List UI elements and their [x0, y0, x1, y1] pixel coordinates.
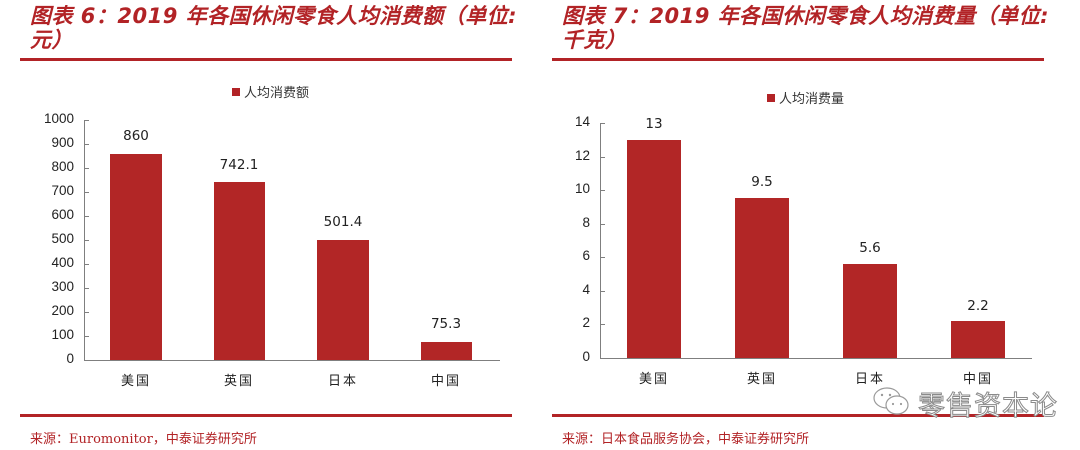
category-label: 日本 [327, 374, 358, 389]
bar-japan [843, 264, 897, 358]
y-tick [84, 120, 89, 121]
title-divider [552, 58, 1044, 61]
legend-label: 人均消费额 [244, 86, 310, 101]
bar-usa [627, 140, 681, 358]
bar-japan [317, 240, 369, 360]
y-tick [600, 324, 605, 325]
y-tick [84, 168, 89, 169]
y-tick-label: 700 [51, 183, 74, 198]
x-axis [84, 360, 500, 361]
bar-value-label: 2.2 [967, 298, 989, 314]
y-tick-label: 1000 [43, 111, 74, 126]
legend-swatch [232, 87, 240, 96]
bar-uk [735, 198, 789, 358]
chart-title-line2: 元） [30, 28, 73, 52]
category-label: 日本 [854, 372, 885, 387]
y-tick-label: 14 [574, 114, 590, 129]
bar-value-label: 9.5 [751, 174, 773, 190]
legend-swatch [767, 93, 775, 102]
y-tick-label: 8 [582, 215, 590, 230]
y-tick-label: 6 [582, 248, 590, 263]
bar-value-label: 75.3 [430, 316, 462, 332]
bar-value-label: 860 [123, 128, 149, 144]
y-tick [84, 360, 89, 361]
category-label: 英国 [223, 374, 254, 389]
y-tick-label: 300 [51, 279, 74, 294]
watermark-text: 零售资本论 [918, 391, 1058, 423]
y-tick-label: 0 [66, 351, 74, 366]
bar-china [421, 342, 472, 360]
y-axis [600, 123, 601, 359]
y-tick-label: 12 [574, 148, 590, 163]
bar-usa [110, 154, 162, 360]
source-note: 来源：Euromonitor，中泰证券研究所 [30, 432, 257, 447]
bar-value-label: 13 [645, 116, 663, 132]
footer-divider [552, 414, 1044, 417]
y-tick-label: 800 [51, 159, 74, 174]
y-tick-label: 500 [51, 231, 74, 246]
y-tick-label: 900 [51, 135, 74, 150]
chart-panel-consumption-value: 图表 6：2019 年各国休闲零食人均消费额（单位: 元） 人均消费额 0 100… [20, 4, 518, 447]
y-tick [84, 192, 89, 193]
chart-title-line1: 图表 6：2019 年各国休闲零食人均消费额（单位: [30, 4, 518, 28]
y-tick [84, 288, 89, 289]
chart-legend: 人均消费额 [232, 82, 309, 101]
y-tick [84, 144, 89, 145]
y-tick [600, 190, 605, 191]
chart-title-line1: 图表 7：2019 年各国休闲零食人均消费量（单位: [562, 4, 1050, 28]
category-label: 美国 [120, 374, 151, 389]
y-tick-label: 400 [51, 255, 74, 270]
bar-value-label: 5.6 [859, 240, 881, 256]
y-tick [600, 257, 605, 258]
x-axis [600, 358, 1032, 359]
y-tick-label: 4 [582, 282, 590, 297]
bar-value-label: 742.1 [219, 157, 259, 173]
y-tick-label: 2 [582, 315, 590, 330]
title-divider [20, 58, 512, 61]
y-tick [600, 358, 605, 359]
bar-uk [214, 182, 265, 360]
y-tick [84, 264, 89, 265]
y-tick [84, 216, 89, 217]
y-tick [600, 123, 605, 124]
footer-divider [20, 414, 512, 417]
y-tick [84, 336, 89, 337]
source-note: 来源：日本食品服务协会，中泰证券研究所 [562, 432, 810, 447]
bar-value-label: 501.4 [323, 214, 363, 230]
chart-panel-consumption-volume: 图表 7：2019 年各国休闲零食人均消费量（单位: 千克） 人均消费量 0 2 4… [540, 0, 1080, 450]
y-tick-label: 600 [51, 207, 74, 222]
wechat-icon [872, 385, 912, 423]
y-tick [600, 157, 605, 158]
y-tick-label: 0 [582, 349, 590, 364]
y-tick [84, 240, 89, 241]
category-label: 英国 [746, 372, 777, 387]
bar-china [951, 321, 1005, 358]
category-label: 中国 [962, 372, 993, 387]
y-tick-label: 10 [574, 181, 590, 196]
category-label: 中国 [430, 374, 461, 389]
category-label: 美国 [638, 372, 669, 387]
y-tick-label: 200 [51, 303, 74, 318]
watermark: 零售资本论 [872, 384, 1058, 423]
chart-title-line2: 千克） [562, 28, 627, 52]
chart-legend: 人均消费量 [767, 88, 844, 107]
y-tick [84, 312, 89, 313]
y-tick-label: 100 [51, 327, 74, 342]
y-tick [600, 291, 605, 292]
legend-label: 人均消费量 [779, 92, 845, 107]
y-tick [600, 224, 605, 225]
